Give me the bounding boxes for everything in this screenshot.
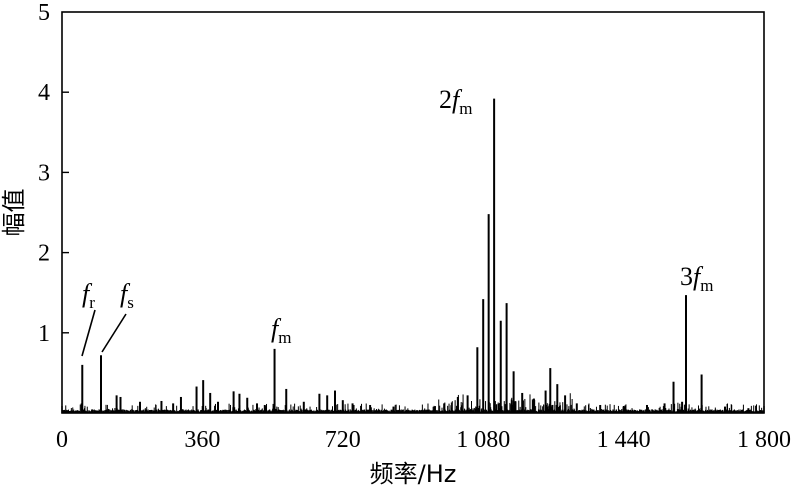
x-tick-label: 1 080 bbox=[456, 427, 510, 453]
x-tick-label: 1 440 bbox=[597, 427, 651, 453]
x-tick-label: 720 bbox=[325, 427, 361, 453]
annotation-leader-line bbox=[101, 313, 127, 353]
peak-annotation: 3fm bbox=[680, 262, 713, 295]
plot-frame bbox=[61, 11, 765, 414]
peak-annotation: fm bbox=[271, 314, 291, 347]
peak-annotation: fr bbox=[82, 279, 95, 312]
y-tick-label: 1 bbox=[38, 321, 50, 347]
x-tick-label: 360 bbox=[184, 427, 220, 453]
y-tick-label: 2 bbox=[38, 241, 50, 267]
x-axis-title: 频率/Hz bbox=[370, 460, 457, 488]
annotation-leader-line bbox=[81, 309, 96, 357]
y-tick-label: 3 bbox=[38, 160, 50, 186]
axis-ticks: 0 360 720 1 080 1 440 1 800 5 1 2 3 4 bbox=[38, 0, 791, 453]
y-tick-label: 5 bbox=[38, 0, 50, 26]
x-tick-label: 0 bbox=[56, 427, 68, 453]
y-axis-title: 幅值 bbox=[0, 189, 28, 237]
peak-annotation: fs bbox=[120, 279, 134, 312]
y-tick-label: 4 bbox=[38, 80, 50, 106]
spectrum-marks bbox=[61, 98, 765, 413]
peak-annotation: 2fm bbox=[439, 85, 472, 118]
peak-annotations: fr fs fm 2fm 3fm bbox=[81, 85, 713, 357]
x-tick-label: 1 800 bbox=[737, 427, 791, 453]
